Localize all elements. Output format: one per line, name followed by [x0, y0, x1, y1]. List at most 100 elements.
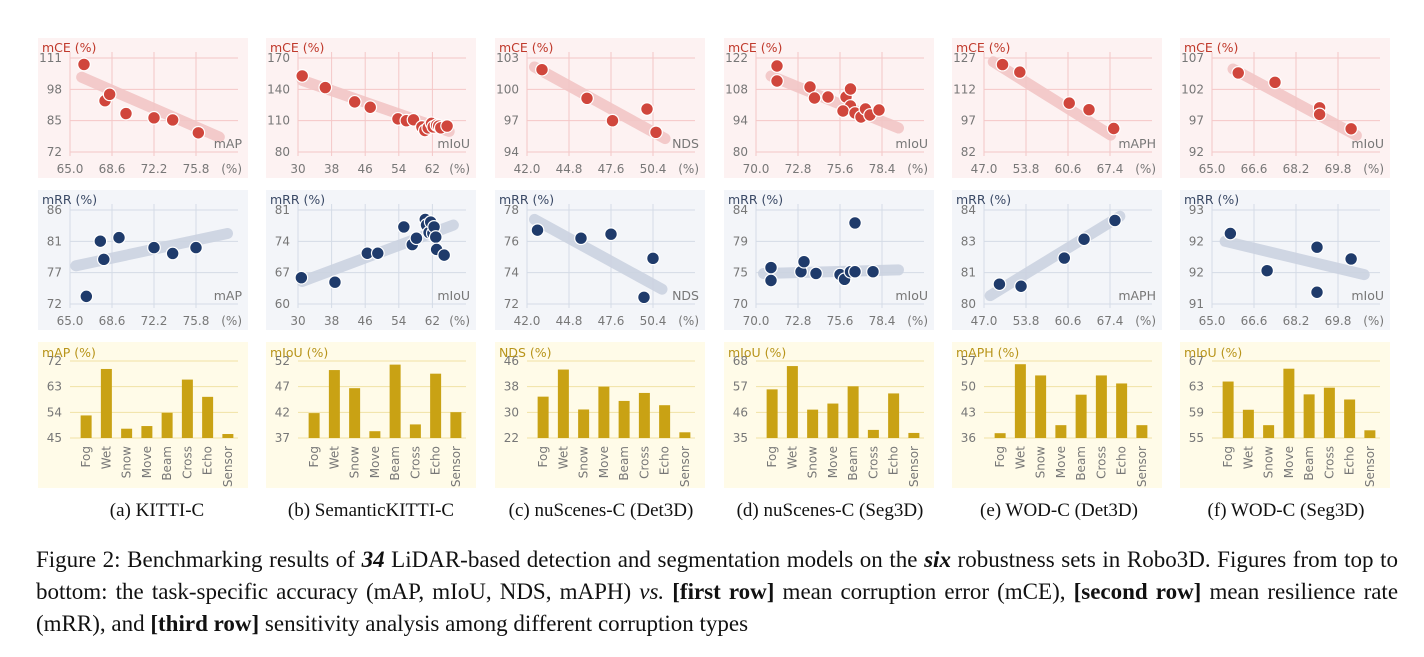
bar	[659, 405, 671, 438]
caption-text-3: robustness sets in Robo3D. Figures from …	[36, 547, 1398, 604]
bar	[409, 424, 421, 438]
mce-x-axis-label: mAP	[214, 136, 243, 151]
category-label: Echo	[887, 446, 901, 475]
mce-data-point	[1012, 65, 1027, 79]
x-tick-label: 68.6	[99, 314, 126, 328]
mrr-data-point	[809, 266, 823, 281]
bar	[308, 413, 320, 438]
y-tick-label: 84	[961, 203, 976, 217]
y-tick-label: 72	[47, 145, 62, 159]
bar	[888, 393, 900, 438]
caption-text-5: mean corruption error (mCE),	[774, 579, 1074, 604]
y-tick-label: 46	[504, 354, 519, 368]
bar	[618, 400, 630, 438]
mrr-data-point	[428, 230, 443, 244]
category-label: Cross	[180, 446, 194, 479]
mrr-x-axis-unit: (%)	[1363, 314, 1384, 328]
bar-chart-5: 36 43 50 57 Fog Wet Snow Move Beam Cross Echo Senso…	[952, 342, 1162, 488]
mrr-chart-5: 80 81 83 84 47.0 53.8 60.6 67.4 mRR (%) mAPH (%)	[952, 190, 1162, 330]
subcaption-a: (a) KITTI-C	[109, 500, 205, 521]
y-tick-label: 59	[1189, 405, 1204, 419]
bar	[867, 429, 879, 438]
y-tick-label: 93	[1189, 203, 1204, 217]
y-tick-label: 92	[1189, 266, 1204, 280]
category-label: Sensor	[449, 446, 463, 487]
mrr-data-point	[574, 231, 588, 246]
mrr-chart-1: 72 77 81 86 65.0 68.6 72.2 75.8 mRR (%) mAP (%)	[38, 190, 248, 330]
y-tick-label: 80	[733, 145, 748, 159]
x-tick-label: 75.8	[183, 162, 210, 176]
mrr-background	[724, 190, 934, 330]
y-tick-label: 83	[961, 234, 976, 248]
mrr-x-axis-label: mIoU	[895, 288, 928, 303]
x-tick-label: 68.6	[99, 162, 126, 176]
mce-x-axis-label: mIoU	[1351, 136, 1384, 151]
mce-y-axis-label: mCE (%)	[270, 40, 324, 55]
mrr-data-point	[1077, 232, 1091, 247]
x-tick-label: 44.8	[556, 314, 583, 328]
category-label: Echo	[429, 446, 443, 475]
x-tick-label: 67.4	[1097, 162, 1124, 176]
bar-y-axis-label: NDS (%)	[499, 345, 552, 360]
bar-y-axis-label: mAPH (%)	[956, 345, 1019, 360]
caption-num-sets: six	[924, 547, 951, 572]
mrr-data-point	[112, 230, 126, 245]
y-tick-label: 67	[275, 266, 290, 280]
mce-data-point	[1268, 75, 1282, 90]
x-tick-label: 54	[391, 314, 406, 328]
category-label: Wet	[556, 446, 570, 470]
mrr-x-axis-label: mAPH	[1118, 288, 1156, 303]
subcaption-b: (b) SemanticKITTI-C	[287, 500, 455, 521]
bar	[1283, 368, 1295, 438]
mce-data-point	[1231, 66, 1246, 80]
y-tick-label: 72	[504, 297, 519, 311]
bar	[1364, 430, 1376, 438]
mce-y-axis-label: mCE (%)	[1184, 40, 1238, 55]
mrr-y-axis-label: mRR (%)	[499, 192, 554, 207]
bar-y-axis-label: mIoU (%)	[1184, 345, 1242, 360]
mce-data-point	[102, 87, 117, 102]
category-label: Fog	[536, 446, 550, 467]
y-tick-label: 108	[725, 82, 748, 96]
mce-trend-band	[529, 61, 671, 145]
y-tick-label: 170	[267, 51, 290, 65]
mce-data-point	[1312, 107, 1327, 122]
y-tick-label: 81	[47, 234, 62, 248]
x-tick-label: 38	[324, 314, 339, 328]
x-tick-label: 65.0	[1199, 162, 1226, 176]
x-tick-label: 70.0	[743, 314, 770, 328]
mrr-data-point	[866, 264, 880, 279]
mrr-data-point	[1344, 252, 1359, 266]
y-tick-label: 74	[504, 266, 519, 280]
bar	[1075, 394, 1087, 438]
mce-data-point	[191, 125, 206, 140]
mce-data-point	[821, 90, 835, 104]
caption-text-2: LiDAR-based detection and segmentation m…	[384, 547, 925, 572]
mce-x-axis-unit: (%)	[907, 162, 928, 176]
mce-data-point	[1062, 96, 1077, 111]
category-label: Wet	[1013, 446, 1027, 470]
mce-chart-6: 92 97 102 107 65.0 66.6 68.2 69.8 mCE (%) mIoU (%)	[1180, 38, 1390, 178]
y-tick-label: 86	[47, 203, 62, 217]
y-tick-label: 63	[1189, 380, 1204, 394]
mce-chart-3: 94 97 100 103 42.0 44.8 47.6 50.4 mCE (%) NDS (%)	[495, 38, 705, 178]
mce-data-point	[1106, 121, 1121, 136]
y-tick-label: 77	[47, 266, 62, 280]
mce-y-axis-label: mCE (%)	[499, 40, 553, 55]
bar	[181, 379, 193, 438]
caption-vs: vs.	[639, 579, 665, 604]
x-tick-label: 53.8	[1013, 162, 1040, 176]
mce-x-axis-unit: (%)	[1363, 162, 1384, 176]
y-tick-label: 100	[496, 82, 519, 96]
y-tick-label: 72	[47, 354, 62, 368]
caption-label: Figure 2:	[36, 547, 121, 572]
mrr-data-point	[165, 246, 180, 261]
y-tick-label: 103	[496, 51, 519, 65]
x-tick-label: 60.6	[1055, 314, 1082, 328]
bar	[1136, 425, 1148, 438]
bar	[908, 432, 920, 438]
y-tick-label: 67	[1189, 354, 1204, 368]
mce-data-point	[836, 104, 850, 118]
y-tick-label: 63	[47, 380, 62, 394]
